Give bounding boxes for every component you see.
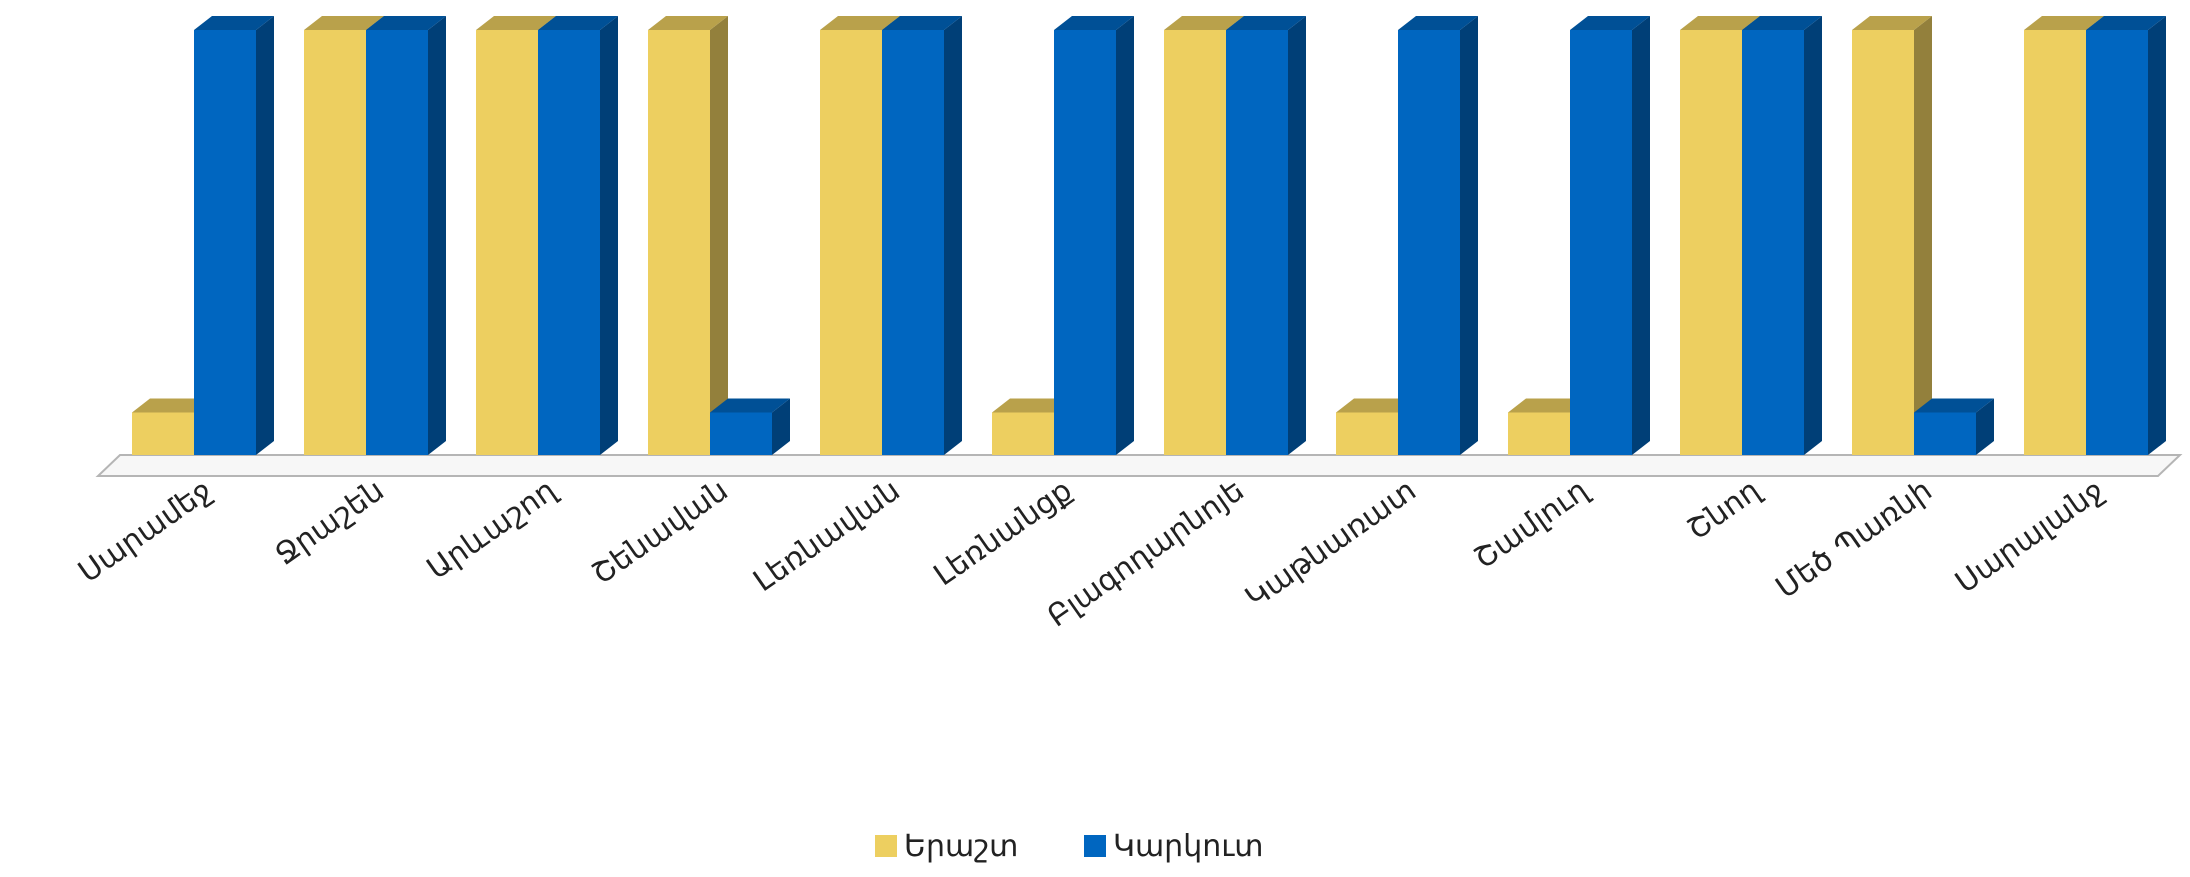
bar-hail-2: [538, 16, 618, 455]
x-tick-label-11: Սարալանջ: [1949, 473, 2110, 601]
x-tick-label-5: Լեռնանցք: [928, 473, 1079, 593]
bar-hail-1: [366, 16, 446, 455]
bar-hail-8: [1570, 16, 1650, 455]
chart-floor: [95, 454, 2183, 477]
x-tick-label-3: Շենավան: [586, 473, 735, 592]
x-tick-label-7: Կաթնառատ: [1239, 473, 1422, 616]
x-tick-label-10: Մեծ Պառնի: [1770, 473, 1939, 606]
bar-hail-11: [2086, 16, 2166, 455]
bar-hail-7: [1398, 16, 1478, 455]
x-tick-label-8: Շամլուղ: [1468, 472, 1596, 576]
x-tick-label-2: Արևաշող: [421, 472, 564, 586]
bar-hail-10: [1914, 398, 1994, 455]
chart-floor-plate: [95, 454, 2183, 477]
bar-drought-10: [1852, 16, 1932, 455]
x-tick-label-9: Շնող: [1681, 472, 1767, 547]
legend-label-drought: Երաշտ: [904, 829, 1018, 864]
bar-hail-0: [194, 16, 274, 455]
legend-swatch-drought: [875, 835, 897, 857]
legend: Երաշտ Կարկուտ: [875, 829, 1263, 864]
x-tick-label-0: Սարամեջ: [72, 473, 218, 590]
legend-label-hail: Կարկուտ: [1113, 829, 1263, 864]
bar-hail-5: [1054, 16, 1134, 455]
x-tick-label-4: Լեռնավան: [747, 473, 906, 599]
bar-hail-4: [882, 16, 962, 455]
bar-hail-3: [710, 398, 790, 455]
bar-drought-3: [648, 16, 728, 455]
bar-hail-6: [1226, 16, 1306, 455]
x-axis-labels: Սարամեջ Ջրաշեն Արևաշող Շենավան Լեռնավան Լեռնա…: [72, 472, 2110, 634]
legend-swatch-hail: [1084, 835, 1106, 857]
bar-hail-9: [1742, 16, 1822, 455]
bars-layer: [132, 16, 2166, 455]
x-tick-label-1: Ջրաշեն: [269, 473, 391, 573]
